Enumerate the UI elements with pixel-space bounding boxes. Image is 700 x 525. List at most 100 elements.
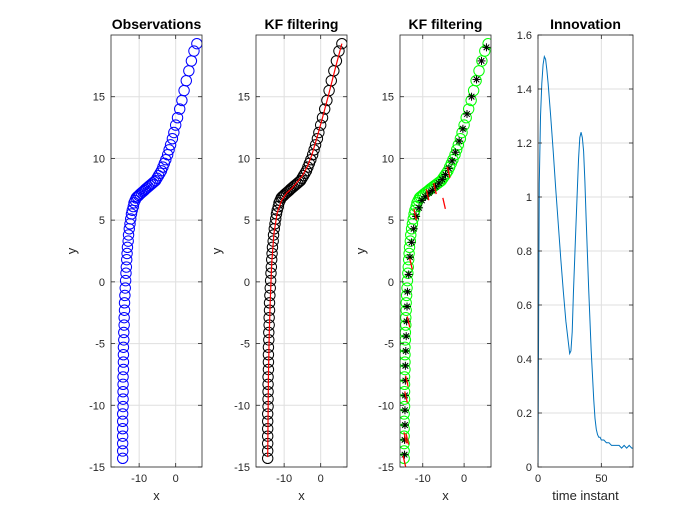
error-ellipse-mark <box>409 258 413 270</box>
asterisk-stroke <box>408 239 415 246</box>
y-tick-label: 0 <box>526 462 532 474</box>
data-point <box>154 167 166 179</box>
data-point <box>467 92 476 101</box>
y-tick-label: 0 <box>244 277 250 289</box>
plot-area <box>256 35 347 467</box>
asterisk-stroke <box>402 377 409 384</box>
y-tick-label: 15 <box>238 92 250 104</box>
data-layer <box>538 54 633 467</box>
asterisk-stroke <box>402 347 409 355</box>
data-point <box>455 137 464 146</box>
asterisk-stroke <box>448 157 456 165</box>
data-point <box>404 270 413 279</box>
x-tick-label: 0 <box>461 473 467 485</box>
subplot-4: 0 50 0 0.2 0.4 0.6 0.8 1 1.2 1.4 1.6 Innovation time… <box>517 16 634 503</box>
y-tick-label: 0.2 <box>517 408 532 420</box>
y-tick-label: 0 <box>388 277 394 289</box>
data-point <box>451 148 460 157</box>
data-point <box>164 139 177 151</box>
data-point <box>401 376 410 385</box>
asterisk-stroke <box>404 288 411 295</box>
y-tick-label: 0.4 <box>517 354 532 366</box>
error-ellipse-mark <box>442 197 446 210</box>
data-point <box>314 119 327 131</box>
data-point <box>309 139 322 151</box>
asterisk-stroke <box>468 93 475 100</box>
series-line <box>538 54 633 467</box>
data-layer <box>400 37 491 467</box>
y-axis-label: y <box>353 247 368 254</box>
y-tick-label: -10 <box>378 400 394 412</box>
y-axis-label: y <box>64 247 79 254</box>
error-ellipse-mark <box>406 316 411 328</box>
y-tick-label: 10 <box>382 153 394 165</box>
data-point <box>477 56 486 65</box>
subplot-title: Observations <box>112 16 202 32</box>
data-point <box>272 200 284 213</box>
data-point <box>117 363 130 376</box>
data-point <box>415 203 424 212</box>
asterisk-stroke <box>442 171 449 178</box>
asterisk-stroke <box>459 125 467 132</box>
data-point <box>120 267 132 279</box>
asterisk-stroke <box>405 271 412 278</box>
error-ellipse-mark <box>446 166 451 179</box>
data-point <box>166 132 179 145</box>
y-tick-label: 15 <box>93 92 105 104</box>
data-point <box>405 229 417 241</box>
data-point <box>122 229 135 241</box>
asterisk-stroke <box>401 392 409 399</box>
data-point <box>311 132 324 145</box>
data-point <box>401 346 410 355</box>
plot-area <box>111 35 202 467</box>
error-ellipse-mark <box>402 455 407 467</box>
data-point <box>316 111 329 124</box>
data-point <box>400 406 409 415</box>
subplot-2: -10 0 -15 -10 -5 0 5 10 15 KF filtering x y <box>209 16 348 503</box>
data-point <box>118 311 130 324</box>
data-point <box>402 267 414 279</box>
data-point <box>160 153 172 166</box>
data-point <box>305 153 317 166</box>
data-point <box>118 326 130 339</box>
x-tick-label: -10 <box>276 473 292 485</box>
data-point <box>116 430 129 442</box>
data-point <box>472 75 481 84</box>
asterisk-stroke <box>455 137 463 145</box>
y-tick-label: 5 <box>388 215 394 227</box>
data-point <box>120 261 133 273</box>
data-point <box>450 144 463 156</box>
x-tick-label: 50 <box>595 473 607 485</box>
data-point <box>188 45 200 57</box>
data-point <box>116 408 129 420</box>
axes-box <box>110 34 203 468</box>
data-point <box>454 132 467 145</box>
asterisk-stroke <box>473 76 480 83</box>
y-tick-label: -5 <box>240 339 250 351</box>
data-point <box>119 282 131 294</box>
error-ellipse-mark <box>404 391 408 403</box>
x-tick-label: 0 <box>173 473 179 485</box>
error-ellipse-mark <box>433 182 437 195</box>
data-point <box>118 304 131 316</box>
data-point <box>402 253 415 266</box>
y-tick-label: -5 <box>384 339 394 351</box>
subplot-title: Innovation <box>550 16 621 32</box>
asterisk-stroke <box>439 176 446 183</box>
asterisk-stroke <box>445 165 452 172</box>
y-axis-label: y <box>209 247 224 254</box>
data-point <box>119 289 131 302</box>
data-point <box>174 103 186 115</box>
asterisk-stroke <box>403 333 410 340</box>
data-point <box>148 176 160 188</box>
data-point <box>121 241 134 253</box>
data-point <box>117 393 129 405</box>
data-point <box>400 391 409 400</box>
x-axis-label: x <box>153 488 160 503</box>
asterisk-stroke <box>463 110 471 118</box>
data-point <box>290 178 302 191</box>
asterisk-stroke <box>402 362 409 369</box>
asterisk-stroke <box>478 57 485 65</box>
data-point <box>293 176 305 188</box>
